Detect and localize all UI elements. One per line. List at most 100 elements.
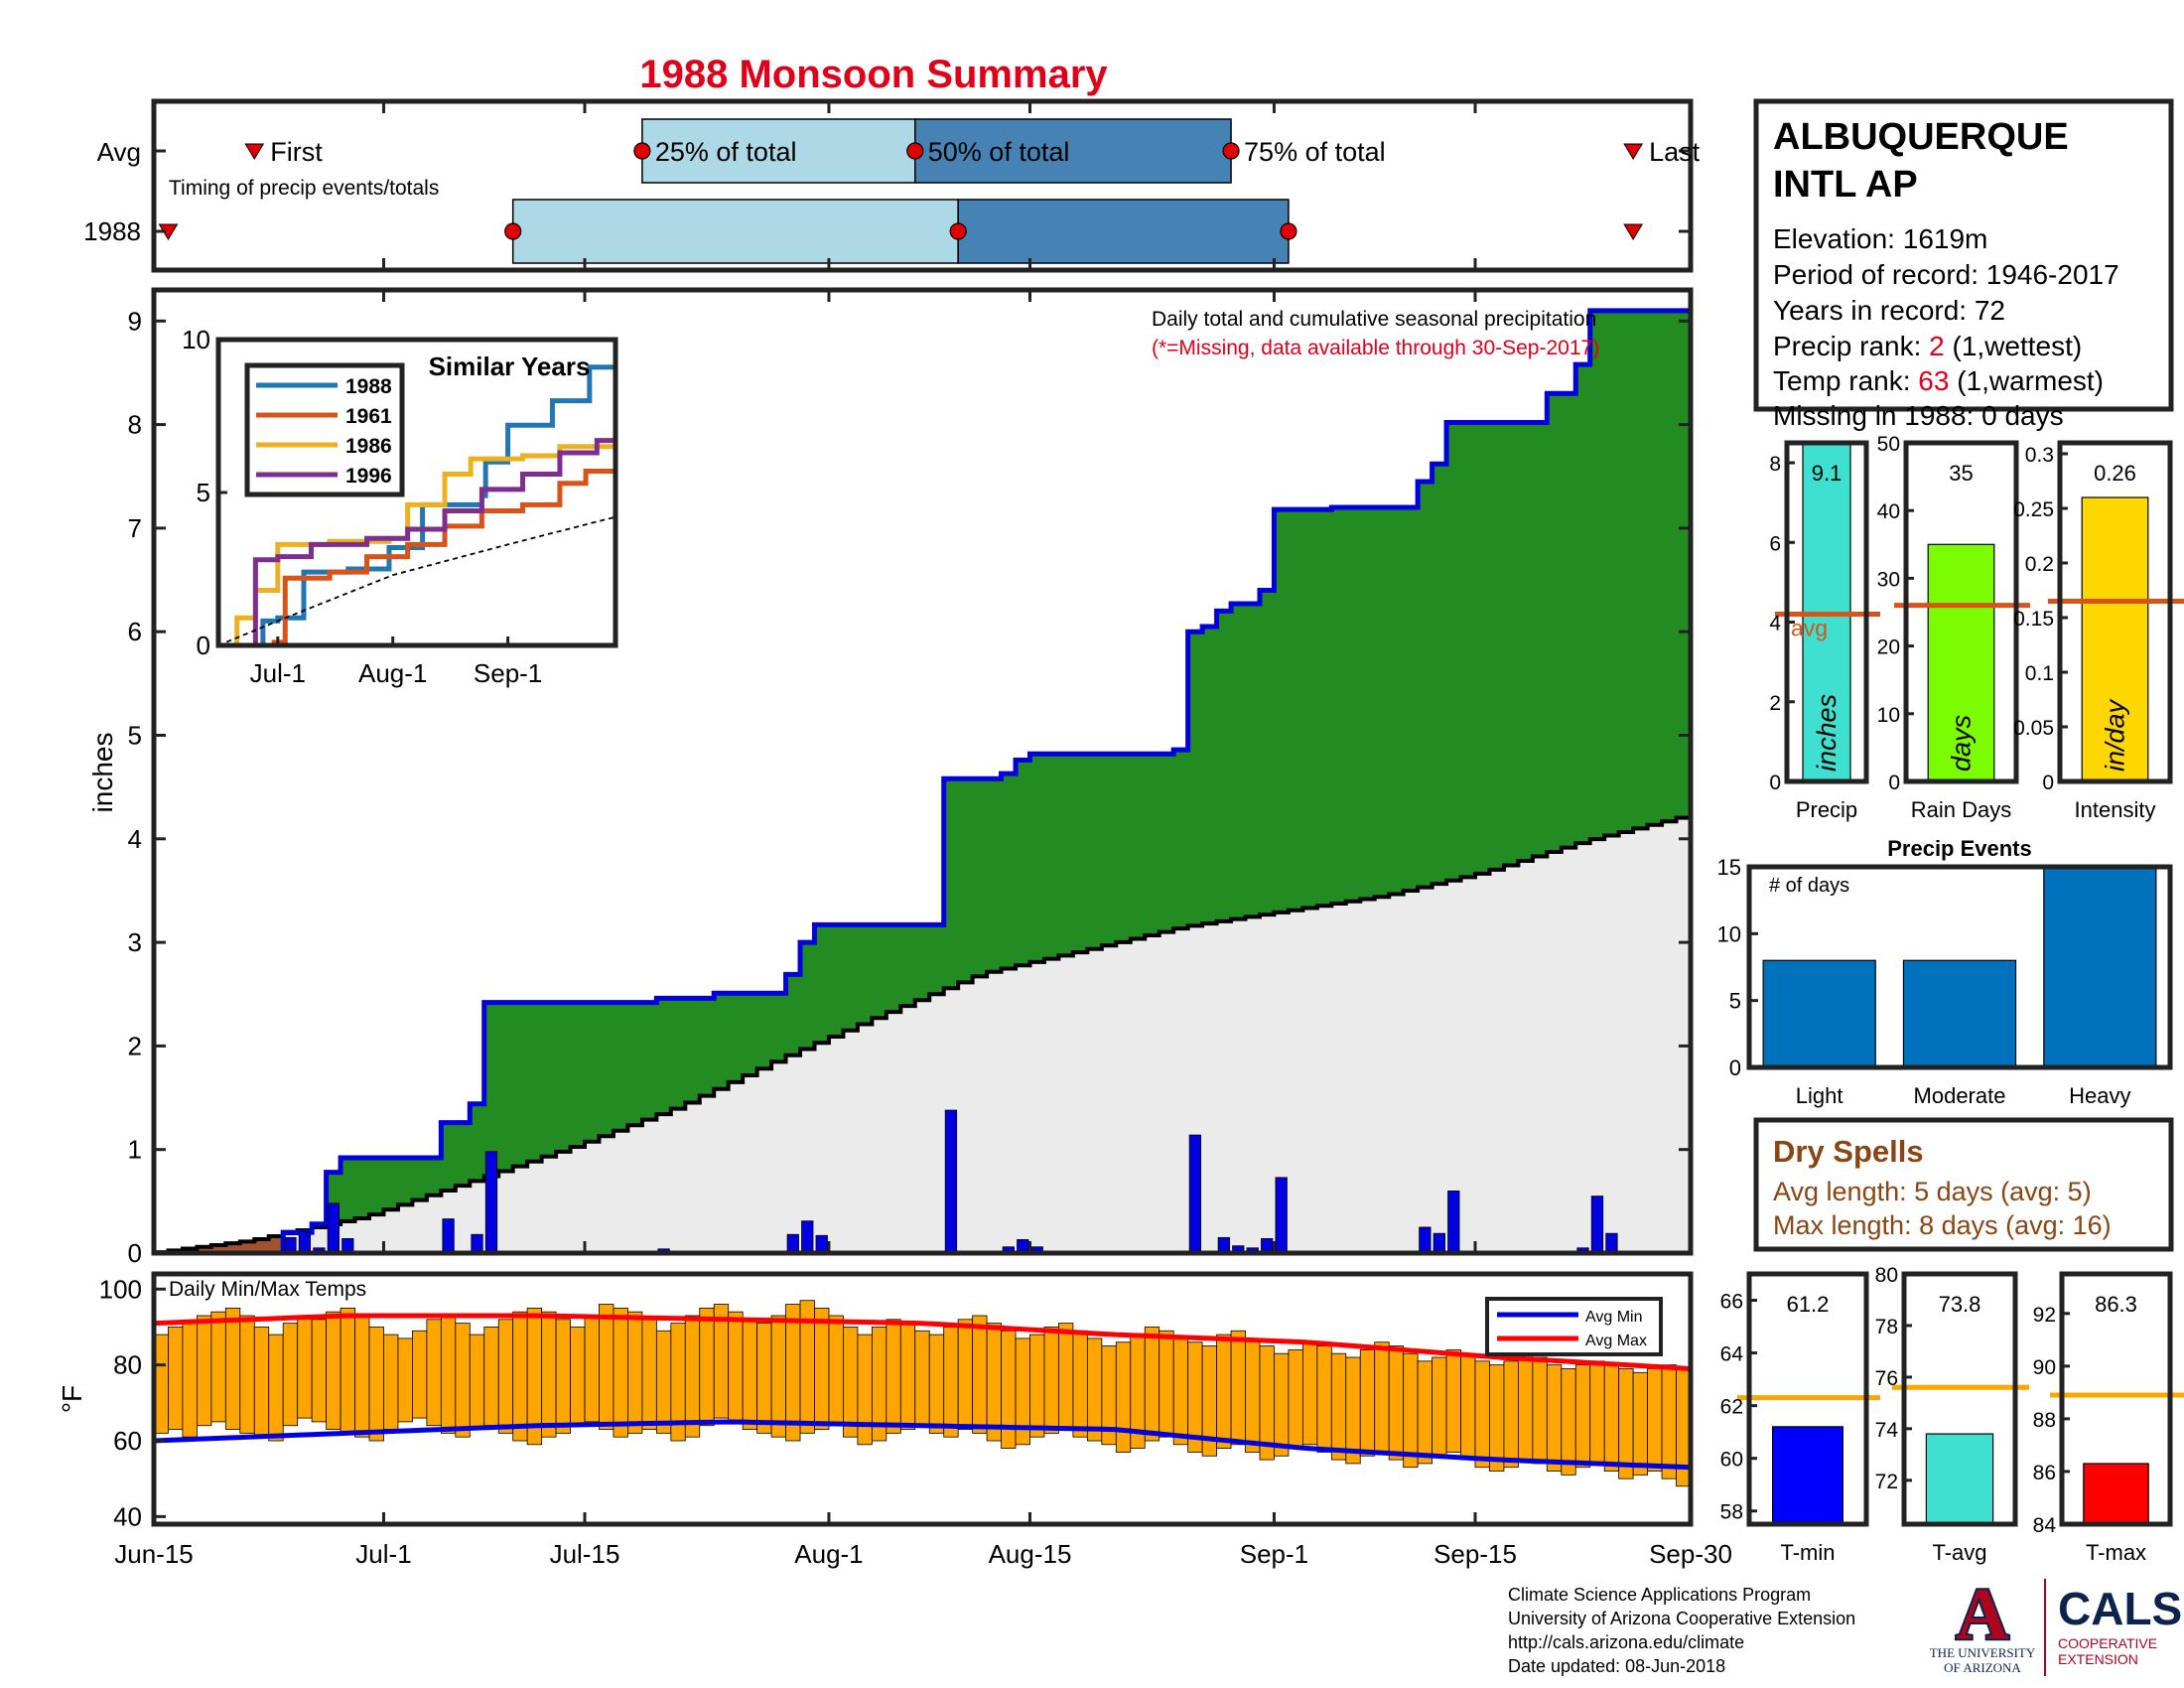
figure-title: 1988 Monsoon Summary [639,53,1108,96]
above-average-fill [1647,310,1663,825]
timing-box-50-75-avg [914,118,1232,184]
cumulative-precip-1988-line [154,308,1691,1256]
inset-xtick-label: Sep-1 [474,658,542,688]
above-average-fill [1043,754,1060,959]
above-average-fill [441,1122,457,1191]
daily-temp-range-bar [455,1323,471,1438]
summary-panel-rain-days: 0 10 20 30 40 50 35 Rain Days days [1877,433,2030,822]
main-ytick-label: 2 [128,1031,142,1060]
summary-ytick-label: 64 [1720,1343,1744,1366]
daily-temp-range-bar [684,1315,701,1438]
above-average-fill [426,1158,442,1196]
main-plot-marks: 0 1 2 3 4 5 6 7 8 9 [128,290,1693,1268]
date-axis-tick-label: Jun-15 [114,1539,194,1569]
daily-temp-range-bar [311,1319,328,1423]
daily-temp-range-bar [814,1307,830,1430]
above-average-fill [857,924,873,1025]
above-average-fill [1288,509,1303,911]
temp-plot-title: Daily Min/Max Temps [169,1278,366,1301]
summary-value-label: 61.2 [1787,1292,1830,1317]
footer-line3: http://cals.arizona.edu/climate [1508,1632,1744,1652]
above-average-fill [1532,422,1548,857]
events-ytick-label: 10 [1717,921,1741,946]
inset-line-avg [217,515,616,646]
date-axis-tick-label: Aug-1 [794,1539,863,1569]
main-ytick-label: 4 [128,824,142,854]
daily-temp-range-bar [1072,1330,1088,1438]
above-average-fill [1302,509,1318,909]
events-category-label: Heavy [2069,1083,2130,1108]
above-average-fill [1331,507,1347,904]
legend-label-1988: 1988 [345,375,392,398]
main-ytick-label: 0 [128,1238,142,1268]
above-average-fill [1374,507,1390,898]
daily-temp-range-bar [253,1327,270,1438]
legend-label-1961: 1961 [345,405,392,428]
timing-percentile-marker [633,142,651,160]
summary-value-bar [1771,1426,1843,1525]
above-average-fill [1259,590,1276,915]
timing-percentile-marker [504,222,522,240]
daily-temp-range-bar [1330,1352,1347,1461]
above-average-fill [1173,750,1189,929]
above-average-fill [1116,754,1132,942]
summary-panel-frame [1903,440,2019,784]
above-average-fill [541,1002,557,1157]
date-axis-tick-label: Sep-15 [1433,1539,1517,1569]
ua-logo-line1: THE UNIVERSITY [1930,1645,2036,1660]
events-ytick-label: 15 [1717,855,1741,880]
daily-temp-range-bar [268,1334,284,1442]
timing-percentile-marker [1280,222,1297,240]
daily-temp-range-bar [828,1315,844,1427]
daily-temp-range-bar [197,1315,212,1427]
daily-precip-bar [1447,1191,1460,1254]
above-average-fill [570,1002,586,1147]
above-average-fill [1072,754,1088,953]
daily-temp-range-bar [986,1323,1002,1442]
daily-temp-range-bar [699,1307,715,1427]
above-average-fill [1231,604,1247,919]
main-ytick-label: 6 [128,617,142,646]
above-average-fill [383,1158,399,1210]
summary-value-bar [2081,496,2149,782]
summary-panel-frame [1746,1271,1869,1527]
ua-block-a: A [1956,1574,2008,1655]
above-average-fill [1503,422,1519,866]
inset-title: Similar Years [429,352,591,381]
summary-panel-intensity: 0 0.05 0.1 0.15 0.2 0.25 0.3 0.26 Intensity in/da… [2013,440,2184,822]
above-average-fill [1589,310,1605,840]
above-average-fill [914,924,930,1001]
summary-ytick-label: 86 [2033,1462,2056,1484]
above-average-fill [341,1158,356,1221]
daily-temp-range-bar [928,1334,945,1434]
daily-temp-range-bar [541,1311,557,1438]
summary-panel-precip: 0 2 4 6 8 9.1 Precip inches avg [1769,440,1880,822]
daily-temp-range-bar [1647,1368,1663,1472]
summary-value-bar [1925,1433,1994,1525]
daily-temp-range-bar [483,1327,499,1427]
daily-temp-range-bar [857,1334,873,1446]
summary-ytick-label: 80 [1875,1264,1898,1287]
temp-ytick-label: 40 [113,1501,142,1531]
daily-temp-range-bar [570,1327,586,1427]
legend-label-1986: 1986 [345,435,392,458]
daily-temp-range-bar [1345,1356,1361,1465]
above-average-fill [1101,754,1117,946]
precip-events-chart: Light Moderate Heavy 0 5 10 15 Precip Events # o… [1717,836,2173,1108]
summary-ytick-label: 62 [1720,1396,1743,1419]
summary-panel-frame [2057,440,2173,784]
daily-temp-range-bar [168,1327,184,1430]
timing-percentile-marker [1222,142,1240,160]
daily-temp-range-bar [1230,1330,1246,1446]
above-average-fill [1547,393,1563,853]
station-info: ALBUQUERQUE INTL AP Elevation: 1619m Per… [1753,98,2174,431]
cals-logo: CALS COOPERATIVE EXTENSION [2058,1583,2182,1667]
daily-precip-bar [1275,1177,1288,1254]
daily-temp-range-bar [1503,1360,1519,1469]
daily-temp-range-bar [297,1315,313,1419]
above-average-fill [369,1158,385,1215]
main-ylabel: inches [87,733,118,813]
precip-rank: Precip rank: 2 (1,wettest) [1773,331,2082,361]
inset-ytick-label: 10 [182,325,210,354]
